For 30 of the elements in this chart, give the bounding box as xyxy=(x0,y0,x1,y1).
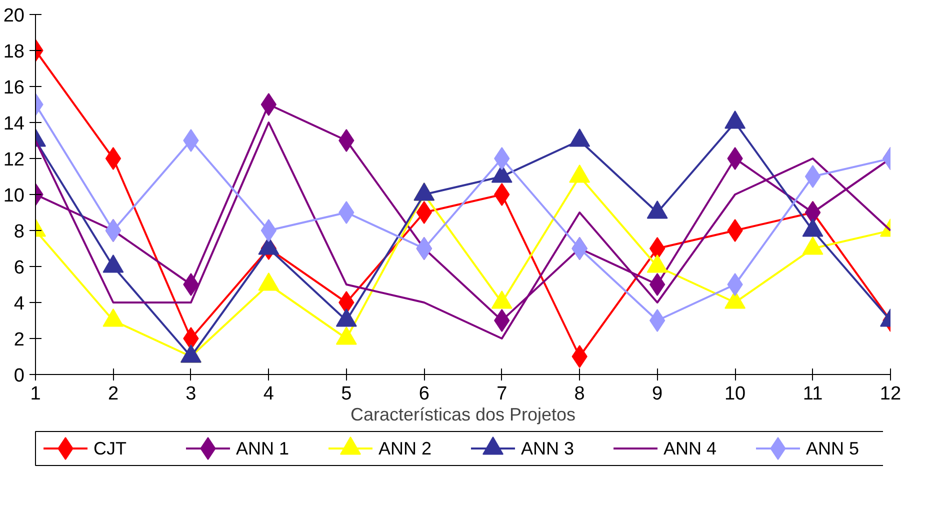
x-tick-label: 8 xyxy=(574,384,585,404)
y-tick-label: 14 xyxy=(3,114,25,134)
y-tick-label: 2 xyxy=(14,330,25,350)
x-axis-title: Características dos Projetos xyxy=(350,404,576,424)
x-tick-label: 6 xyxy=(418,384,430,404)
legend-label: ANN 1 xyxy=(236,438,290,458)
legend-label: ANN 2 xyxy=(378,438,432,458)
y-tick-label: 16 xyxy=(3,78,25,98)
legend-label: ANN 3 xyxy=(521,438,574,458)
x-tick-label: 4 xyxy=(263,384,274,404)
y-tick-label: 20 xyxy=(3,6,25,26)
legend-label: CJT xyxy=(94,438,126,458)
x-tick-label: 2 xyxy=(108,384,119,404)
x-tick-label: 5 xyxy=(341,384,352,404)
legend-label: ANN 4 xyxy=(664,438,717,458)
y-tick-label: 0 xyxy=(14,366,25,386)
x-tick-label: 10 xyxy=(724,384,746,404)
y-tick-label: 12 xyxy=(3,150,25,170)
x-tick-label: 12 xyxy=(880,384,902,404)
x-tick-label: 3 xyxy=(186,384,196,404)
x-tick-label: 1 xyxy=(30,384,41,404)
y-tick-label: 4 xyxy=(14,294,25,314)
x-tick-label: 7 xyxy=(496,384,508,404)
y-tick-label: 8 xyxy=(14,222,25,242)
x-tick-label: 9 xyxy=(652,384,663,404)
y-tick-label: 18 xyxy=(3,42,25,62)
legend-label: ANN 5 xyxy=(806,438,860,458)
x-tick-label: 11 xyxy=(802,384,823,404)
y-tick-label: 6 xyxy=(14,258,25,278)
y-tick-label: 10 xyxy=(3,186,25,206)
